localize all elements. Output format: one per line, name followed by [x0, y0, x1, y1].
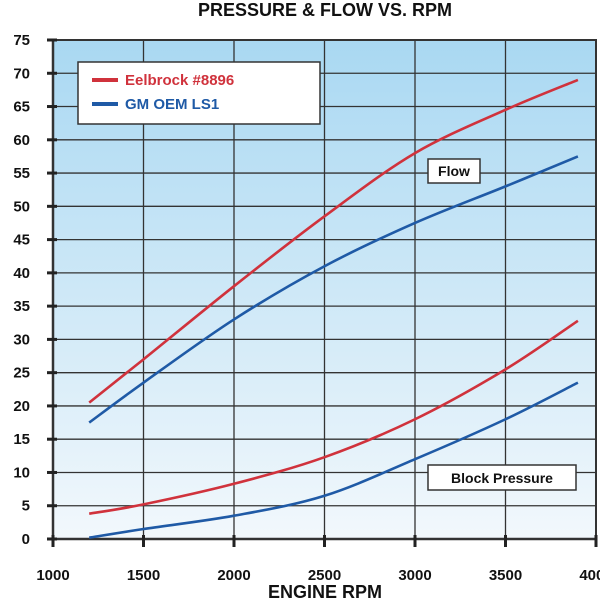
- legend-box: [77, 61, 321, 125]
- gm-flow-line: [88, 155, 579, 424]
- annotation-flow-label: Flow: [438, 163, 470, 179]
- y-tick-label: 45: [13, 232, 30, 249]
- y-tick-label: 10: [13, 464, 30, 481]
- annotation-block-pressure-label: Block Pressure: [451, 470, 553, 486]
- legend-label-gm: GM OEM LS1: [125, 96, 219, 113]
- y-tick-label: 55: [13, 165, 30, 182]
- y-tick-label: 30: [13, 331, 30, 348]
- y-tick-label: 75: [13, 32, 30, 49]
- y-tick-label: 35: [13, 298, 30, 315]
- y-tick-label: 5: [22, 498, 30, 515]
- y-tick-label: 50: [13, 198, 30, 215]
- x-tick-label: 2500: [308, 567, 341, 584]
- gm-block-pressure-line: [88, 381, 579, 539]
- y-tick-label: 40: [13, 265, 30, 282]
- eelbrock-flow-line: [88, 78, 579, 404]
- y-tick-label: 65: [13, 99, 30, 116]
- chart-title: PRESSURE & FLOW VS. RPM: [198, 0, 452, 20]
- eelbrock-block-pressure-line: [88, 319, 579, 515]
- annotation-block-pressure: Block Pressure: [427, 464, 577, 491]
- y-tick-label: 60: [13, 132, 30, 149]
- annotation-flow: Flow: [427, 158, 481, 184]
- y-tick-label: 15: [13, 431, 30, 448]
- x-tick-label: 3500: [489, 567, 522, 584]
- x-tick-label: 1000: [36, 567, 69, 584]
- x-axis-label: ENGINE RPM: [268, 582, 382, 600]
- y-tick-label: 20: [13, 398, 30, 415]
- x-tick-label: 2000: [217, 567, 250, 584]
- x-tick-label: 3000: [398, 567, 431, 584]
- x-tick-label: 4000: [579, 567, 600, 584]
- legend: Eelbrock #8896 GM OEM LS1: [77, 61, 321, 125]
- y-tick-label: 25: [13, 365, 30, 382]
- y-tick-label: 0: [22, 531, 30, 548]
- x-tick-label: 1500: [127, 567, 160, 584]
- y-tick-label: 70: [13, 65, 30, 82]
- legend-label-eelbrock: Eelbrock #8896: [125, 72, 234, 89]
